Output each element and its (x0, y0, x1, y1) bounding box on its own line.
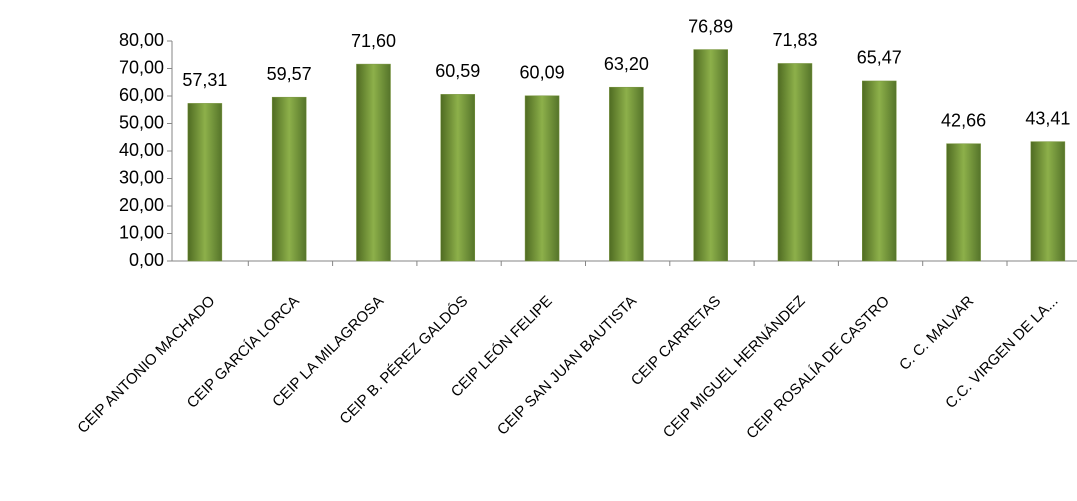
y-tick-label: 60,00 (119, 85, 164, 105)
x-tick-label: CEIP MIGUEL HERNÁNDEZ (660, 293, 809, 442)
bar (693, 49, 728, 262)
value-label: 60,09 (520, 63, 565, 83)
y-tick-label: 10,00 (119, 222, 164, 242)
bar (1030, 141, 1066, 262)
bar (356, 63, 391, 262)
bar (440, 94, 476, 262)
bar (862, 80, 897, 262)
x-tick-label: CEIP SAN JUAN BAUTISTA (494, 293, 640, 439)
value-label: 42,66 (941, 110, 986, 130)
x-tick-label: C. C. MALVAR (896, 292, 977, 373)
value-label: 59,57 (267, 64, 312, 84)
x-tick-label: CEIP CARRETAS (628, 293, 725, 390)
bar (777, 63, 813, 262)
bar (187, 103, 223, 262)
y-tick-label: 70,00 (119, 57, 164, 77)
value-label: 65,47 (857, 48, 902, 68)
y-tick-label: 20,00 (119, 195, 164, 215)
value-label: 63,20 (604, 54, 649, 74)
y-tick-label: 0,00 (129, 250, 164, 270)
y-tick-label: 40,00 (119, 140, 164, 160)
value-label: 76,89 (688, 16, 733, 36)
bar (946, 143, 981, 262)
x-tick-label: CEIP ROSALÍA DE CASTRO (743, 293, 893, 443)
x-tick-label: CEIP ANTONIO MACHADO (74, 293, 218, 437)
bar (609, 86, 644, 262)
value-label: 71,60 (351, 31, 396, 51)
value-label: 71,83 (772, 30, 817, 50)
y-tick-label: 30,00 (119, 167, 164, 187)
y-tick-label: 50,00 (119, 112, 164, 132)
value-label: 60,59 (435, 61, 480, 81)
value-label: 43,41 (1025, 108, 1070, 128)
bar (271, 96, 307, 262)
bar (524, 95, 560, 262)
value-label: 57,31 (182, 70, 227, 90)
y-tick-label: 80,00 (119, 30, 164, 50)
